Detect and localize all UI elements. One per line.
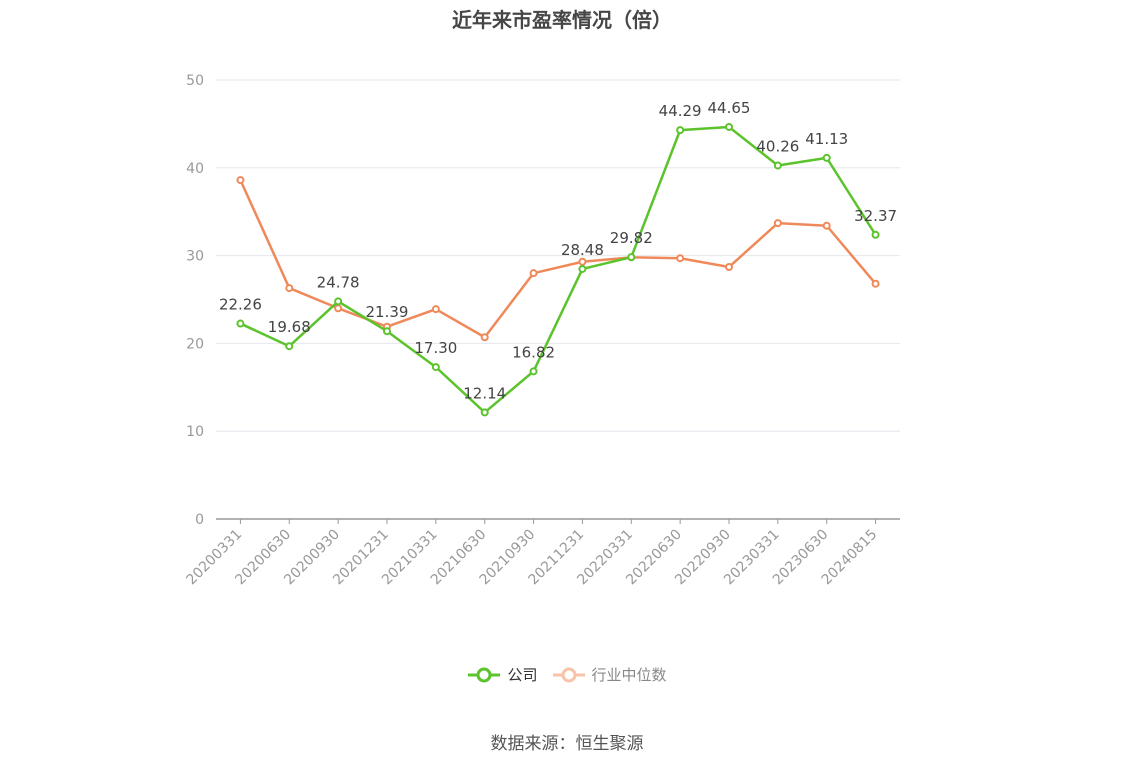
company-point <box>676 126 685 135</box>
industry-point <box>676 254 685 263</box>
y-axis-ticks: 0 10 20 30 40 50 <box>186 73 204 528</box>
industry-point <box>725 263 733 272</box>
data-label: 28.48 <box>561 241 604 259</box>
line-chart: 0 10 20 30 40 50 2020033120200630202009302020… <box>184 73 900 588</box>
y-tick-label: 20 <box>186 336 204 352</box>
industry-series-line <box>239 179 877 339</box>
industry-point <box>480 333 489 342</box>
data-label: 44.65 <box>708 99 751 117</box>
y-tick-label: 50 <box>186 73 204 89</box>
company-point <box>236 319 245 328</box>
data-label: 16.82 <box>512 343 555 361</box>
legend-company-marker-icon <box>468 667 501 682</box>
data-label: 32.37 <box>854 207 897 225</box>
company-point <box>627 253 636 262</box>
data-label: 41.13 <box>805 130 848 148</box>
industry-point <box>773 219 782 228</box>
company-point <box>773 161 782 170</box>
data-label: 17.30 <box>414 339 457 357</box>
industry-point <box>431 305 440 314</box>
company-point <box>725 122 733 131</box>
data-label: 12.14 <box>463 384 506 402</box>
y-tick-label: 30 <box>186 249 204 265</box>
company-point <box>529 367 538 376</box>
y-tick-label: 0 <box>195 512 204 528</box>
company-point <box>285 342 294 351</box>
company-point <box>431 363 440 372</box>
y-tick-label: 40 <box>186 161 204 177</box>
data-label: 24.78 <box>317 273 360 291</box>
industry-point <box>822 221 831 230</box>
company-point <box>480 408 489 417</box>
chart-title: 近年来市盈率情况（倍） <box>452 8 672 32</box>
grid-lines <box>216 79 900 432</box>
company-point <box>871 230 880 239</box>
data-label: 44.29 <box>659 102 702 120</box>
company-series-line <box>239 125 877 414</box>
data-labels: 22.26 19.68 24.78 21.39 17.30 12.14 16.82 28.48… <box>219 99 897 402</box>
data-label: 21.39 <box>366 303 409 321</box>
data-label: 29.82 <box>610 229 653 247</box>
source-note: 数据来源：恒生聚源 <box>490 734 644 754</box>
legend-item-industry[interactable]: 行业中位数 <box>552 664 667 685</box>
data-label: 19.68 <box>268 318 311 336</box>
legend-label-industry: 行业中位数 <box>591 666 667 684</box>
legend-industry-marker-icon <box>552 667 585 682</box>
industry-point <box>285 284 294 293</box>
y-tick-label: 10 <box>186 424 204 440</box>
industry-point <box>236 176 245 185</box>
company-point <box>383 327 391 336</box>
legend-item-company[interactable]: 公司 <box>467 664 538 685</box>
industry-point <box>334 304 343 313</box>
legend-label-company: 公司 <box>507 666 538 684</box>
company-point <box>578 264 587 273</box>
company-point <box>334 297 343 306</box>
data-label: 40.26 <box>756 138 799 156</box>
series-lines <box>236 122 880 417</box>
x-axis: 2020033120200630202009302020123120210331… <box>184 518 900 588</box>
data-label: 22.26 <box>219 296 262 314</box>
industry-point <box>871 279 880 288</box>
company-point <box>822 153 831 162</box>
industry-point <box>578 257 587 266</box>
industry-point <box>529 269 538 278</box>
legend: 公司 行业中位数 <box>0 664 1134 685</box>
